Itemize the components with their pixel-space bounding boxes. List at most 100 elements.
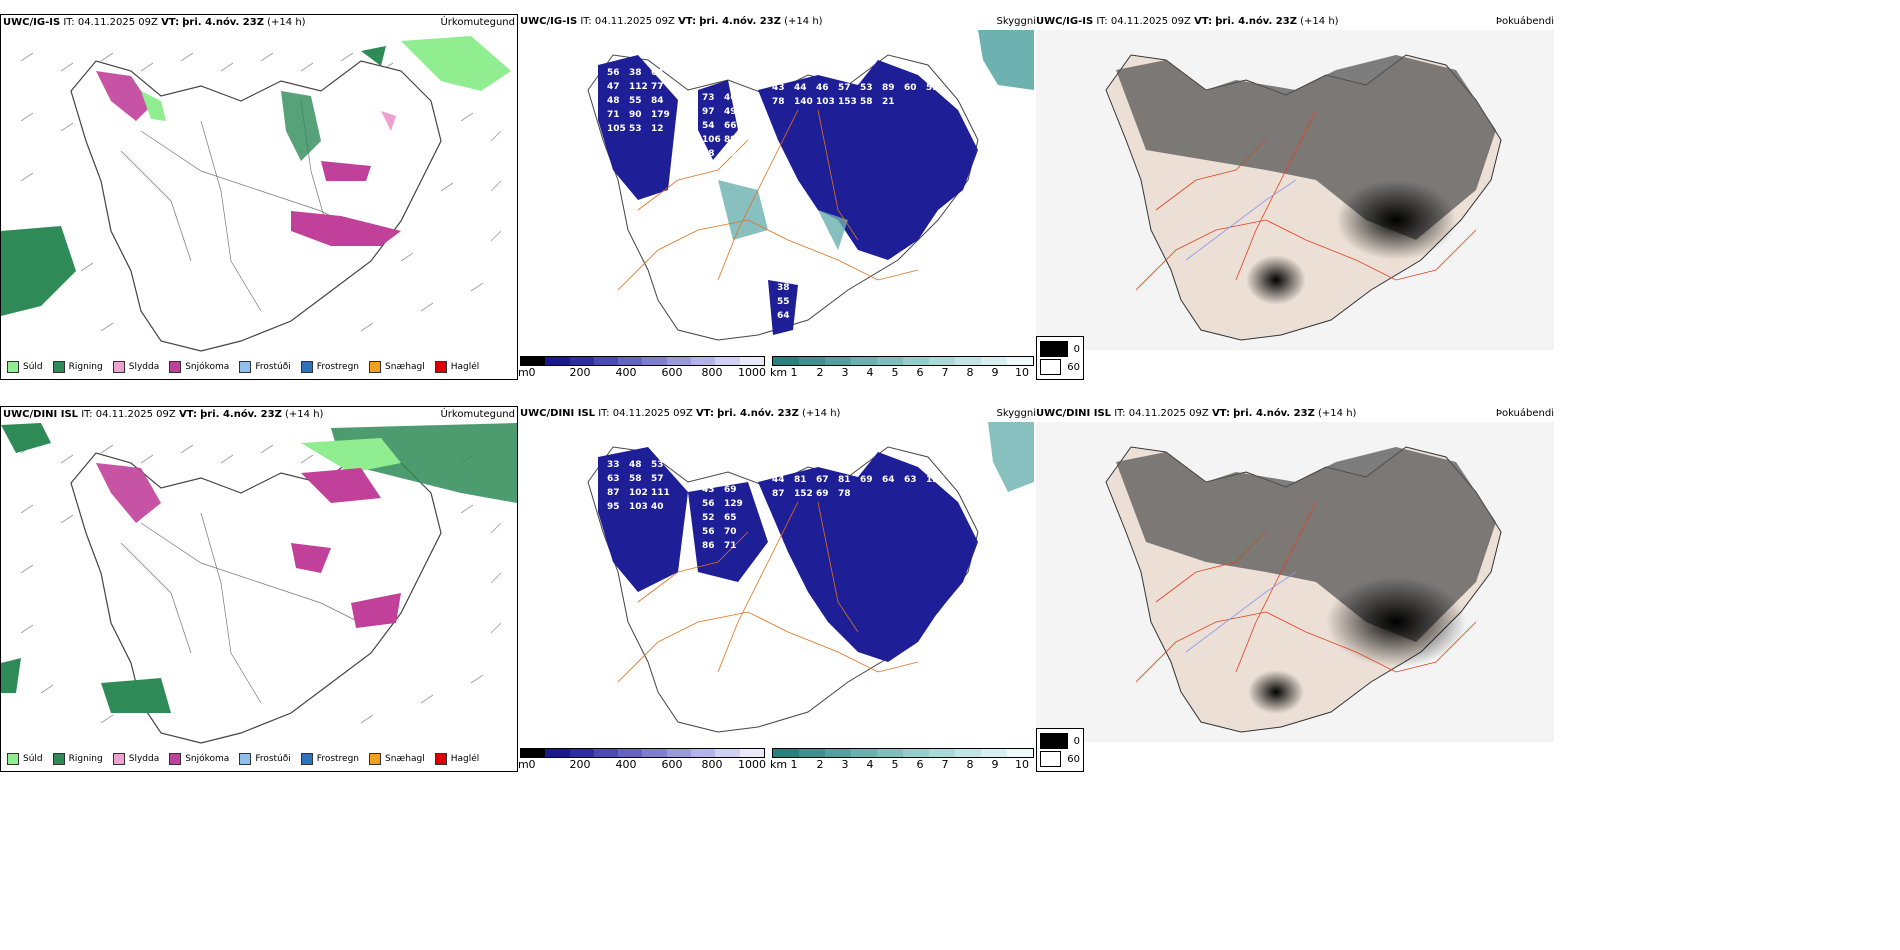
fog-panel: UWC/IG-IS IT: 04.11.2025 09Z VT: þri. 4.… bbox=[1036, 14, 1556, 380]
legend-swatch bbox=[300, 361, 313, 373]
it-value: 04.11.2025 09Z bbox=[594, 16, 675, 27]
ceiling-value-label: 60 bbox=[904, 83, 917, 93]
ceiling-value-label: 81 bbox=[838, 475, 851, 485]
legend-item: Rigning bbox=[52, 361, 103, 373]
ceiling-value-label: 12 bbox=[651, 124, 664, 134]
legend-item: Frostúði bbox=[239, 361, 291, 373]
ceiling-value-label: 77 bbox=[651, 82, 664, 92]
vt-value: þri. 4.nóv. 23Z bbox=[200, 409, 282, 420]
color-step bbox=[877, 749, 903, 757]
lead-time: (+14 h) bbox=[285, 409, 324, 420]
ceiling-value-label: 125 bbox=[926, 475, 945, 485]
color-step bbox=[929, 749, 955, 757]
ceiling-value-label: 111 bbox=[651, 488, 670, 498]
visibility-colorbar bbox=[772, 356, 1034, 366]
legend-item: Frostregn bbox=[300, 361, 359, 373]
tick-label: 10 bbox=[1015, 366, 1029, 379]
ceiling-value-label: 78 bbox=[838, 489, 851, 499]
legend-swatch bbox=[52, 753, 65, 765]
ceiling-value-label: 48 bbox=[607, 96, 620, 106]
tick-label: 3 bbox=[841, 758, 849, 771]
tick-label: 5 bbox=[891, 366, 899, 379]
field-name: Þokuábendi bbox=[1495, 16, 1554, 27]
vt-value: þri. 4.nóv. 23Z bbox=[1233, 408, 1315, 419]
tick-label: 1000 bbox=[738, 758, 766, 771]
legend-swatch bbox=[112, 361, 125, 373]
vt-label: VT: bbox=[695, 408, 714, 419]
legend-label: Haglél bbox=[450, 754, 480, 764]
color-step bbox=[666, 357, 692, 365]
visibility-scale: km 1 2 3 4 5 6 7 8 9 10 bbox=[770, 748, 1034, 771]
model-name: UWC/DINI ISL bbox=[1036, 408, 1112, 419]
tick-label: 9 bbox=[991, 758, 999, 771]
color-step bbox=[851, 749, 877, 757]
legend-label: Frostúði bbox=[255, 362, 291, 372]
ceiling-value-label: 69 bbox=[724, 485, 737, 495]
color-step bbox=[521, 749, 546, 757]
ceiling-value-labels: 33 43 44 54 48 69 81 52 53 56 67 96 63 129 81 102 58 52 69… bbox=[607, 460, 945, 713]
key-swatch bbox=[1040, 341, 1068, 357]
color-step bbox=[877, 357, 903, 365]
precip-type-legend: Súld Rigning Slydda Snjókoma Frostúði Fr… bbox=[7, 361, 479, 373]
legend-item: Súld bbox=[7, 361, 43, 373]
ceiling-value-label: 102 bbox=[629, 488, 648, 498]
ceiling-value-label: 96 bbox=[777, 689, 790, 699]
legend-label: Snæhagl bbox=[385, 362, 425, 372]
it-label: IT: bbox=[598, 408, 610, 419]
tick-label: 4 bbox=[866, 366, 874, 379]
ceiling-value-label: 57 bbox=[838, 83, 851, 93]
ceiling-value-label: 71 bbox=[607, 110, 620, 120]
ceiling-value-label: 49 bbox=[724, 107, 737, 117]
ceiling-value-label: 43 bbox=[772, 83, 785, 93]
vt-value: þri. 4.nóv. 23Z bbox=[1215, 16, 1297, 27]
ceiling-value-label: 153 bbox=[838, 97, 857, 107]
ceiling-value-label: 44 bbox=[772, 475, 785, 485]
legend-label: Súld bbox=[23, 754, 43, 764]
it-label: IT: bbox=[580, 16, 592, 27]
vt-label: VT: bbox=[678, 16, 697, 27]
ceiling-value-label: 78 bbox=[772, 97, 785, 107]
panel-title: UWC/DINI ISL IT: 04.11.2025 09Z VT: þri.… bbox=[3, 407, 323, 423]
ceiling-value-labels: 56 73 43 38 38 40 44 70 64 97 46 55 47 49 57 59 112 54 53 6… bbox=[607, 68, 939, 321]
visibility-unit: km bbox=[770, 758, 788, 771]
tick-label: 600 bbox=[661, 758, 683, 771]
legend-swatch bbox=[300, 753, 313, 765]
ceiling-value-label: 112 bbox=[629, 82, 648, 92]
it-label: IT: bbox=[1114, 408, 1126, 419]
key-row: 0 bbox=[1040, 340, 1080, 358]
key-swatch bbox=[1040, 359, 1062, 375]
tick-label: 800 bbox=[701, 366, 723, 379]
tick-label: 7 bbox=[941, 366, 949, 379]
fog-key: 0 60 bbox=[1036, 728, 1084, 772]
lead-time: (+14 h) bbox=[802, 408, 841, 419]
tick-label: 2 bbox=[816, 758, 824, 771]
vt-value: þri. 4.nóv. 23Z bbox=[699, 16, 781, 27]
it-value: 04.11.2025 09Z bbox=[1128, 408, 1209, 419]
vt-value: þri. 4.nóv. 23Z bbox=[717, 408, 799, 419]
key-label: 0 bbox=[1073, 343, 1080, 355]
color-step bbox=[593, 749, 619, 757]
color-step bbox=[691, 749, 716, 757]
panel-title: UWC/DINI ISL IT: 04.11.2025 09Z VT: þri.… bbox=[1036, 406, 1356, 422]
legend-label: Haglél bbox=[450, 362, 480, 372]
visibility-tick-labels: km 1 2 3 4 5 6 7 8 9 10 bbox=[770, 366, 1034, 379]
ceiling-value-label: 97 bbox=[702, 107, 715, 117]
color-step bbox=[593, 357, 619, 365]
visibility-tick-labels: km 1 2 3 4 5 6 7 8 9 10 bbox=[770, 758, 1034, 771]
ceiling-value-label: 53 bbox=[860, 83, 873, 93]
legend-swatch bbox=[169, 753, 182, 765]
ceiling-scale: m 0 200 400 600 800 1000 bbox=[518, 748, 766, 771]
key-label: 0 bbox=[1073, 735, 1080, 747]
visibility-panel: UWC/DINI ISL IT: 04.11.2025 09Z VT: þri.… bbox=[518, 406, 1036, 772]
model-name: UWC/DINI ISL bbox=[520, 408, 596, 419]
legend-swatch bbox=[169, 361, 182, 373]
tick-label: 0 bbox=[528, 758, 536, 771]
ceiling-value-label: 66 bbox=[724, 121, 737, 131]
legend-label: Frostregn bbox=[316, 754, 360, 764]
ceiling-value-label: 40 bbox=[724, 93, 737, 103]
legend-swatch bbox=[52, 361, 65, 373]
field-name: Þokuábendi bbox=[1495, 408, 1554, 419]
color-step bbox=[618, 357, 643, 365]
ceiling-value-label: 71 bbox=[724, 541, 737, 551]
color-step bbox=[955, 749, 981, 757]
